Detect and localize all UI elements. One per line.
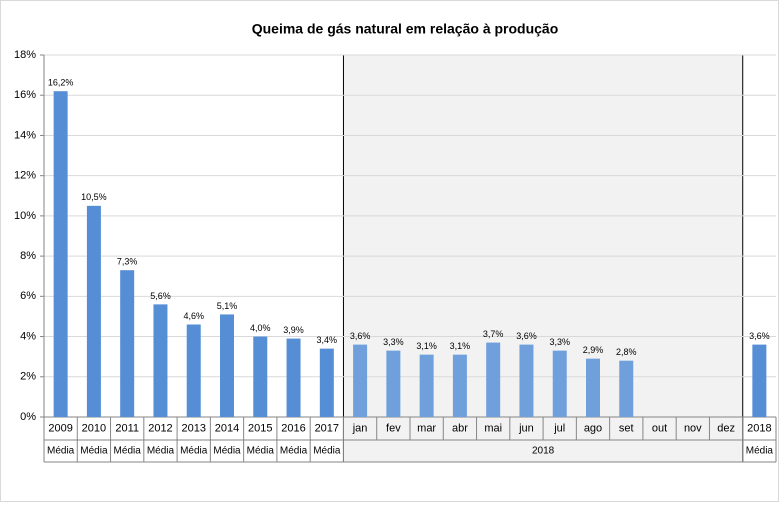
x-tick-label: abr <box>452 422 468 434</box>
y-tick-label: 0% <box>20 411 36 423</box>
bar <box>586 358 600 417</box>
value-label: 3,3% <box>383 337 404 347</box>
bar <box>619 360 634 417</box>
x-tick-label: 2010 <box>82 422 106 434</box>
bar <box>153 304 168 417</box>
bar <box>53 91 68 417</box>
bar <box>519 344 534 417</box>
x-sub-label: Média <box>280 446 308 457</box>
x-sub-label: Média <box>114 446 142 457</box>
bar <box>486 342 501 417</box>
x-tick-label: out <box>652 422 667 434</box>
value-label: 2,8% <box>616 347 637 357</box>
x-tick-label: 2012 <box>148 422 172 434</box>
x-tick-label: jul <box>553 422 565 434</box>
x-tick-label: jun <box>518 422 534 434</box>
y-tick-label: 8% <box>20 250 36 262</box>
x-tick-label: ago <box>584 422 602 434</box>
y-tick-label: 6% <box>20 290 36 302</box>
value-label: 4,6% <box>183 311 204 321</box>
value-label: 3,4% <box>317 335 338 345</box>
x-sub-label: Média <box>313 446 341 457</box>
value-label: 16,2% <box>48 78 74 88</box>
x-tick-label: 2016 <box>281 422 305 434</box>
x-sub-label: Média <box>47 446 75 457</box>
y-tick-label: 16% <box>14 89 36 101</box>
value-label: 5,1% <box>217 301 238 311</box>
value-label: 5,6% <box>150 291 171 301</box>
x-tick-label: nov <box>684 422 702 434</box>
x-sub-label: Média <box>247 446 275 457</box>
x-tick-label: fev <box>386 422 401 434</box>
bar <box>353 344 368 417</box>
y-tick-label: 4% <box>20 330 36 342</box>
group-box <box>342 54 744 463</box>
bar <box>319 348 334 417</box>
value-label: 3,6% <box>350 331 371 341</box>
y-tick-label: 12% <box>14 170 36 182</box>
bar <box>452 354 467 417</box>
bar <box>220 314 234 417</box>
value-label: 10,5% <box>81 192 107 202</box>
x-tick-label: mar <box>417 422 436 434</box>
bar <box>186 324 201 417</box>
x-tick-label: dez <box>717 422 735 434</box>
value-label: 3,3% <box>549 337 570 347</box>
value-label: 4,0% <box>250 323 271 333</box>
bar <box>386 350 401 417</box>
group-label: 2018 <box>532 446 555 457</box>
value-label: 3,1% <box>416 341 437 351</box>
bar <box>120 270 135 417</box>
value-label: 7,3% <box>117 257 138 267</box>
x-sub-label: Média <box>80 446 108 457</box>
y-tick-label: 10% <box>14 210 36 222</box>
x-tick-label: set <box>619 422 634 434</box>
bar <box>86 205 101 417</box>
bar <box>253 336 268 417</box>
background-layer <box>342 54 744 463</box>
y-tick-label: 14% <box>14 129 36 141</box>
y-tick-label: 2% <box>20 371 36 383</box>
bar <box>419 354 434 417</box>
chart-title: Queima de gás natural em relação à produ… <box>252 21 559 37</box>
x-tick-label: mai <box>484 422 502 434</box>
bar <box>552 350 567 417</box>
value-label: 3,6% <box>749 331 770 341</box>
x-tick-label: 2017 <box>315 422 339 434</box>
x-sub-label: Média <box>213 446 241 457</box>
x-sub-label: Média <box>147 446 175 457</box>
value-label: 2,9% <box>583 345 604 355</box>
x-tick-label: 2009 <box>48 422 72 434</box>
value-label: 3,6% <box>516 331 537 341</box>
y-tick-label: 18% <box>14 49 36 61</box>
x-sub-label: Média <box>746 446 774 457</box>
x-tick-label: 2014 <box>215 422 239 434</box>
bar <box>752 344 767 417</box>
x-sub-label: Média <box>180 446 208 457</box>
x-tick-label: 2018 <box>747 422 771 434</box>
value-label: 3,1% <box>450 341 471 351</box>
x-tick-label: 2011 <box>115 422 139 434</box>
x-tick-label: 2013 <box>181 422 205 434</box>
value-label: 3,9% <box>283 325 304 335</box>
x-tick-label: jan <box>352 422 368 434</box>
x-tick-label: 2015 <box>248 422 272 434</box>
bar <box>286 338 301 417</box>
value-label: 3,7% <box>483 329 504 339</box>
